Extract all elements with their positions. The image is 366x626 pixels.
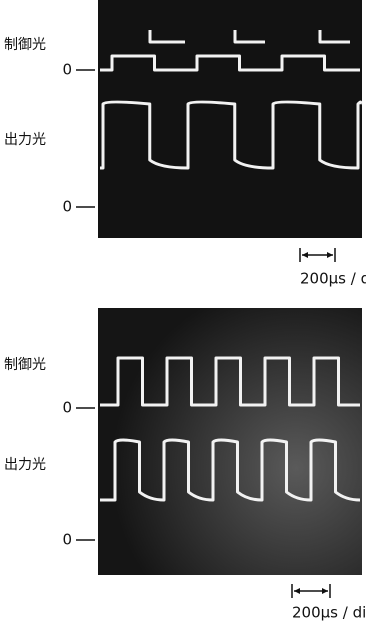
scale-bar [292,584,330,598]
zero-label: 0 [62,61,72,79]
scale-label: 200μs / div [300,270,366,288]
scale-label: 200μs / div [292,604,366,622]
zero-label: 0 [62,531,72,549]
scale-bar [300,248,335,262]
control-label: 制御光 [4,37,46,53]
output-label: 出力光 [4,457,46,473]
control-label: 制御光 [4,357,46,373]
figure: 制御光 0 出力光 0 200μs / div 制御光 0 出力光 0 200μ… [0,0,366,626]
output-label: 出力光 [4,132,46,148]
zero-label: 0 [62,198,72,216]
scope-screen [98,0,362,238]
zero-label: 0 [62,399,72,417]
